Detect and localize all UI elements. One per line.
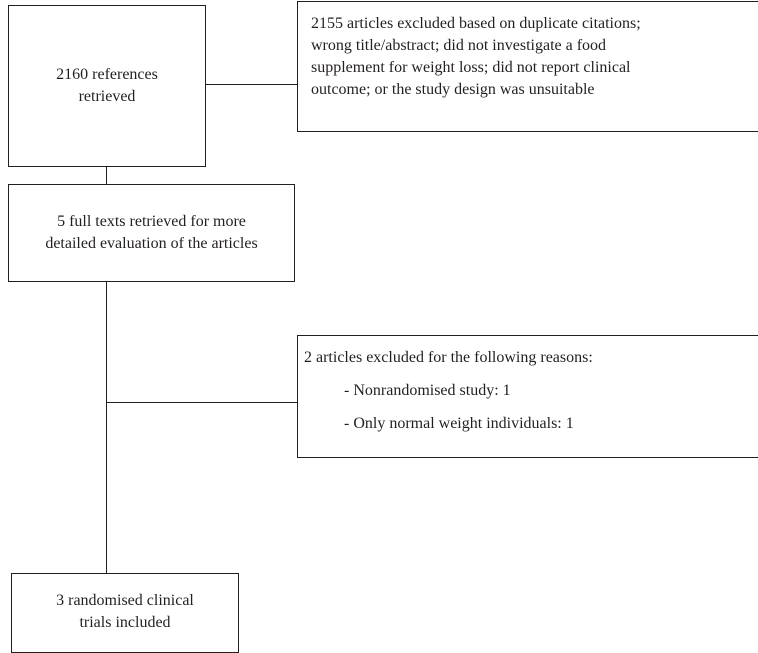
references-retrieved-box: 2160 references retrieved [8,5,206,167]
trials-included-line1: 3 randomised clinical [56,592,194,609]
connector-retrieved-to-excluded [206,84,298,86]
connector-to-second-exclusion [106,402,297,404]
first-exclusion-line4: outcome; or the study design was unsuita… [311,81,595,98]
trials-included-line2: trials included [79,614,171,631]
first-exclusion-line1: 2155 articles excluded based on duplicat… [311,15,641,32]
first-exclusion-box: 2155 articles excluded based on duplicat… [297,1,758,132]
connector-retrieved-to-fulltexts [106,167,108,184]
second-exclusion-title: 2 articles excluded for the following re… [304,349,593,366]
first-exclusion-line3: supplement for weight loss; did not repo… [311,59,631,76]
trials-included-box: 3 randomised clinical trials included [11,573,239,653]
first-exclusion-line2: wrong title/abstract; did not investigat… [311,37,607,54]
second-exclusion-box: 2 articles excluded for the following re… [297,335,758,458]
exclusion-reason-item: - Nonrandomised study: 1 [344,382,511,399]
references-retrieved-line2: retrieved [78,88,136,105]
full-texts-line2: detailed evaluation of the articles [45,235,258,252]
full-texts-box: 5 full texts retrieved for more detailed… [8,184,295,282]
full-texts-line1: 5 full texts retrieved for more [57,213,246,230]
references-retrieved-line1: 2160 references [56,66,158,83]
connector-fulltexts-to-included [106,282,108,573]
exclusion-reason-item: - Only normal weight individuals: 1 [344,415,574,432]
